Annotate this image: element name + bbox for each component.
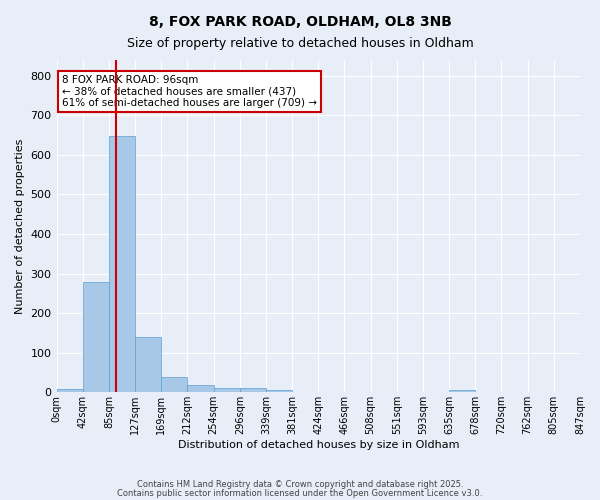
Text: 8, FOX PARK ROAD, OLDHAM, OL8 3NB: 8, FOX PARK ROAD, OLDHAM, OL8 3NB [149, 15, 451, 29]
Bar [56, 389, 83, 392]
Text: Contains HM Land Registry data © Crown copyright and database right 2025.: Contains HM Land Registry data © Crown c… [137, 480, 463, 489]
Bar [449, 390, 475, 392]
X-axis label: Distribution of detached houses by size in Oldham: Distribution of detached houses by size … [178, 440, 459, 450]
Bar [135, 337, 161, 392]
Bar [187, 385, 214, 392]
Bar [266, 390, 292, 392]
Bar [240, 388, 266, 392]
Text: 8 FOX PARK ROAD: 96sqm
← 38% of detached houses are smaller (437)
61% of semi-de: 8 FOX PARK ROAD: 96sqm ← 38% of detached… [62, 75, 317, 108]
Text: Contains public sector information licensed under the Open Government Licence v3: Contains public sector information licen… [118, 488, 482, 498]
Bar [161, 378, 187, 392]
Bar [109, 136, 135, 392]
Bar [83, 282, 109, 393]
Text: Size of property relative to detached houses in Oldham: Size of property relative to detached ho… [127, 38, 473, 51]
Y-axis label: Number of detached properties: Number of detached properties [15, 138, 25, 314]
Bar [214, 388, 240, 392]
